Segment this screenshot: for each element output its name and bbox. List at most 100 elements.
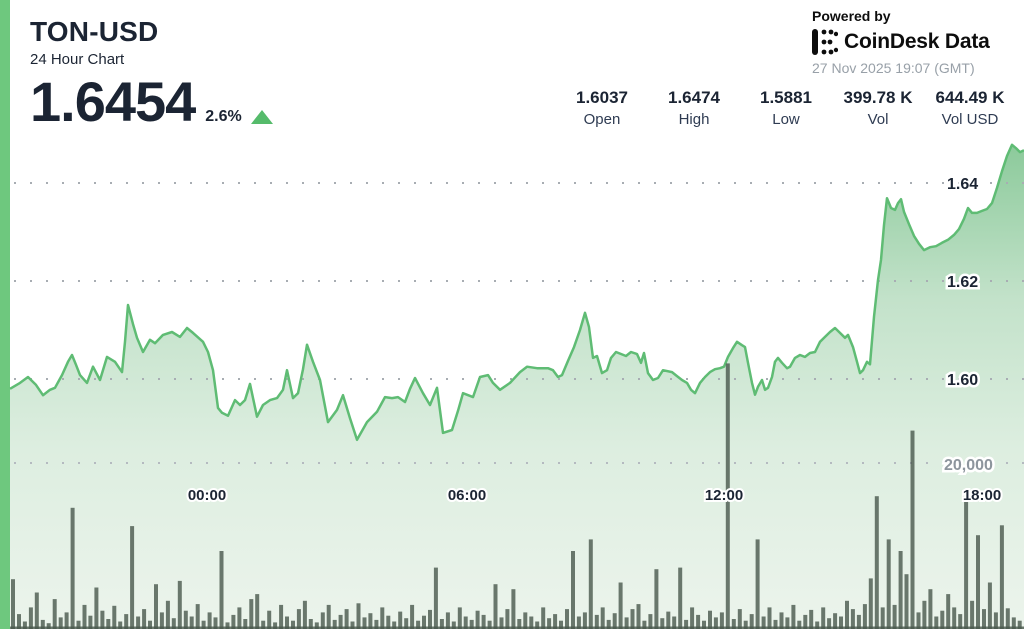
powered-by-label: Powered by (812, 8, 891, 24)
stat-volume: 399.78 K Vol (832, 88, 924, 128)
volume-baseline (10, 626, 1024, 629)
volume-bar (553, 614, 558, 629)
arrow-up-icon (250, 110, 273, 124)
volume-bar (541, 607, 546, 629)
volume-bar (582, 612, 587, 629)
stat-label: Vol (867, 111, 889, 128)
volume-bar (987, 582, 992, 629)
volume-bar (773, 619, 778, 629)
volume-bar (672, 616, 677, 629)
volume-bar (332, 619, 337, 629)
volume-bar (559, 620, 563, 629)
stat-volume-usd: 644.49 K Vol USD (924, 88, 1016, 128)
volume-bar (839, 616, 843, 629)
volume-bar (261, 620, 266, 629)
volume-bar (433, 567, 438, 629)
coindesk-logo[interactable]: CoinDesk Data (812, 29, 1012, 55)
volume-bar (439, 619, 444, 629)
volume-bar (356, 603, 361, 629)
volume-bar (142, 609, 147, 629)
volume-bar (940, 610, 945, 629)
volume-bar (791, 604, 796, 629)
volume-bar (231, 614, 236, 629)
volume-bar (874, 496, 879, 629)
volume-bar (499, 617, 504, 629)
volume-bar (350, 621, 355, 629)
volume-bar (779, 612, 784, 629)
volume-bar (291, 620, 295, 629)
time-axis-label: 12:00 (705, 487, 743, 504)
volume-bar (761, 616, 766, 629)
volume-bar (898, 551, 903, 629)
volume-bar (827, 618, 832, 629)
volume-bar (1005, 608, 1010, 629)
volume-bar (398, 611, 403, 629)
volume-bar (755, 539, 760, 629)
volume-bar (880, 607, 885, 629)
brand-name: CoinDesk Data (844, 30, 990, 53)
volume-bar (648, 614, 653, 629)
volume-bar (999, 525, 1004, 629)
volume-bar (475, 610, 480, 629)
volume-bar (279, 604, 284, 629)
volume-bar (58, 617, 63, 629)
volume-bar (749, 614, 754, 629)
volume-bar (654, 569, 659, 629)
volume-bar (148, 620, 152, 629)
volume-bar (428, 609, 432, 629)
volume-bar (576, 616, 581, 629)
stat-high: 1.6474 High (648, 88, 740, 128)
volume-bar (28, 607, 33, 629)
volume-bar (892, 604, 897, 629)
volume-bar (922, 600, 927, 629)
volume-bar (195, 604, 200, 629)
volume-bar (952, 607, 957, 629)
volume-bar (630, 609, 635, 629)
volume-bar (165, 600, 170, 629)
volume-bar (273, 622, 278, 629)
stat-label: Low (772, 111, 800, 128)
volume-bar (958, 614, 963, 629)
chart-header: TON-USD 24 Hour Chart 1.6454 2.6% (30, 16, 273, 130)
volume-bar (618, 582, 623, 629)
volume-bar (362, 617, 367, 629)
stat-open: 1.6037 Open (556, 88, 648, 128)
volume-bar (404, 618, 409, 629)
volume-bar (201, 620, 206, 629)
volume-bar (326, 604, 331, 629)
volume-bar (517, 619, 522, 629)
volume-bar (487, 620, 492, 629)
price-axis-label: 1.64 (947, 176, 978, 193)
volume-bar (338, 614, 343, 629)
price-change: 2.6% (205, 108, 273, 126)
volume-bar (451, 621, 456, 629)
volume-bar (374, 619, 379, 629)
volume-bar (845, 600, 849, 629)
volume-bar (588, 539, 593, 629)
volume-bar (642, 620, 647, 629)
volume-bar (976, 535, 980, 629)
volume-bar (481, 614, 486, 629)
volume-bar (171, 618, 176, 629)
stat-value: 644.49 K (935, 88, 1005, 107)
volume-bar (94, 587, 99, 629)
volume-bar (523, 612, 528, 629)
volume-bar (386, 615, 391, 629)
volume-bar (34, 592, 39, 629)
volume-bar (612, 613, 617, 629)
volume-bar (970, 600, 975, 629)
volume-bar (296, 609, 301, 629)
volume-bar (731, 619, 736, 629)
volume-bar (982, 609, 986, 629)
volume-bar (862, 604, 867, 629)
price-axis-label: 1.62 (947, 274, 978, 291)
volume-bar (183, 610, 188, 629)
change-percent: 2.6% (205, 108, 242, 125)
volume-bar (928, 589, 933, 629)
volume-axis-label: 20,000 (944, 457, 993, 474)
volume-bar (690, 607, 695, 629)
volume-bar (904, 574, 909, 629)
volume-bar (809, 609, 814, 629)
volume-bar (302, 600, 307, 629)
